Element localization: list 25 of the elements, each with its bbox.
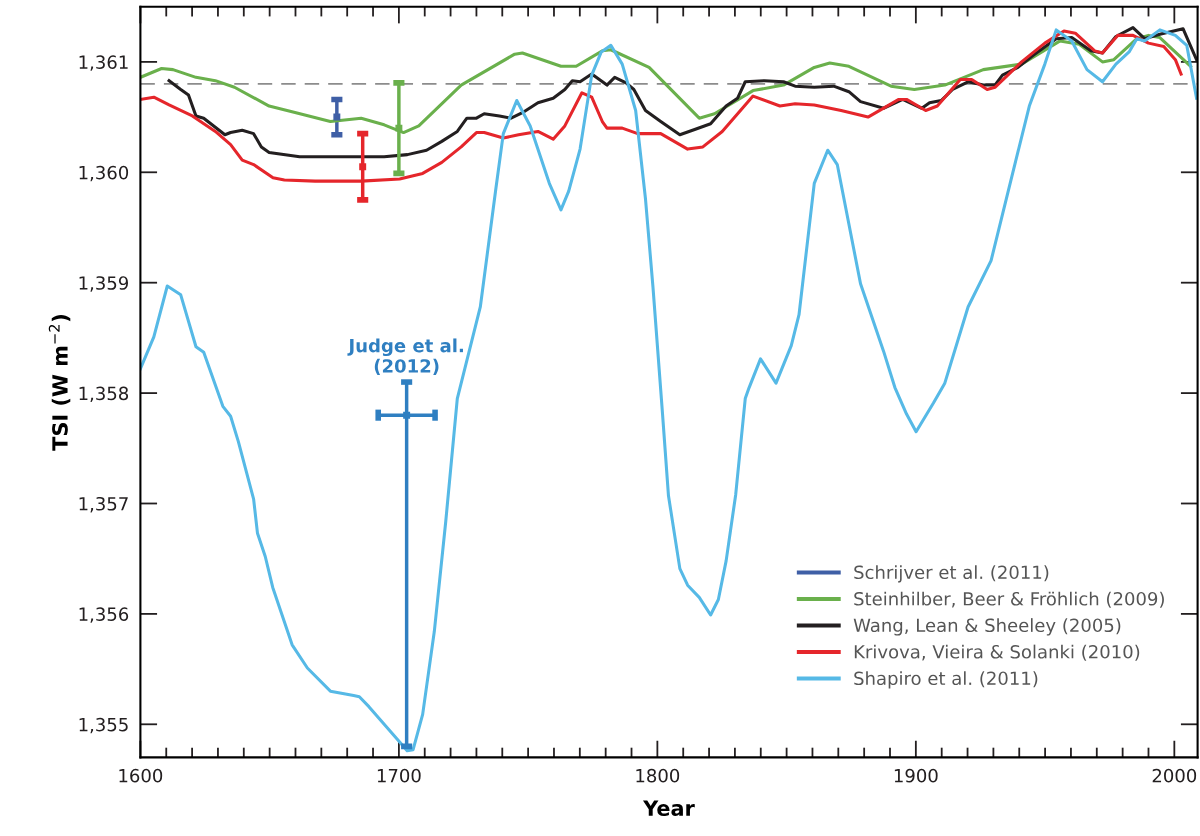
annotation: Judge et al. (2012) bbox=[347, 338, 463, 375]
point bbox=[333, 113, 341, 121]
point bbox=[395, 124, 403, 132]
x-tick-label: 1600 bbox=[119, 768, 163, 783]
y-tick-label: 1,360 bbox=[79, 165, 129, 182]
legend-label: Shapiro et al. (2011) bbox=[854, 671, 1038, 689]
x-tick-label: 1800 bbox=[636, 768, 680, 783]
y-tick-label: 1,355 bbox=[79, 717, 128, 734]
x-tick-label: 1700 bbox=[377, 768, 421, 783]
x-tick-label: 2000 bbox=[1152, 768, 1197, 783]
y-tick-label: 1,358 bbox=[79, 386, 129, 403]
y-tick-label: 1,357 bbox=[79, 496, 128, 513]
y-axis-title: TSI (W m$^{−2}$) bbox=[48, 315, 71, 451]
y-tick-label: 1,356 bbox=[79, 607, 129, 623]
line-series bbox=[140, 28, 1198, 753]
legend-label: Wang, Lean & Sheeley (2005) bbox=[853, 618, 1121, 636]
y-tick-label: 1,361 bbox=[79, 55, 128, 71]
legend-label: Steinhilber, Beer & Fröhlich (2009) bbox=[854, 591, 1164, 608]
legend-label: Schrijver et al. (2011) bbox=[854, 565, 1049, 583]
point bbox=[403, 411, 411, 419]
x-tick-label: 1900 bbox=[894, 768, 938, 783]
point bbox=[359, 163, 367, 171]
legend-label: Krivova, Vieira & Solanki (2010) bbox=[854, 644, 1140, 661]
x-axis-title: Year bbox=[642, 800, 695, 817]
y-tick-label: 1,359 bbox=[79, 276, 129, 292]
